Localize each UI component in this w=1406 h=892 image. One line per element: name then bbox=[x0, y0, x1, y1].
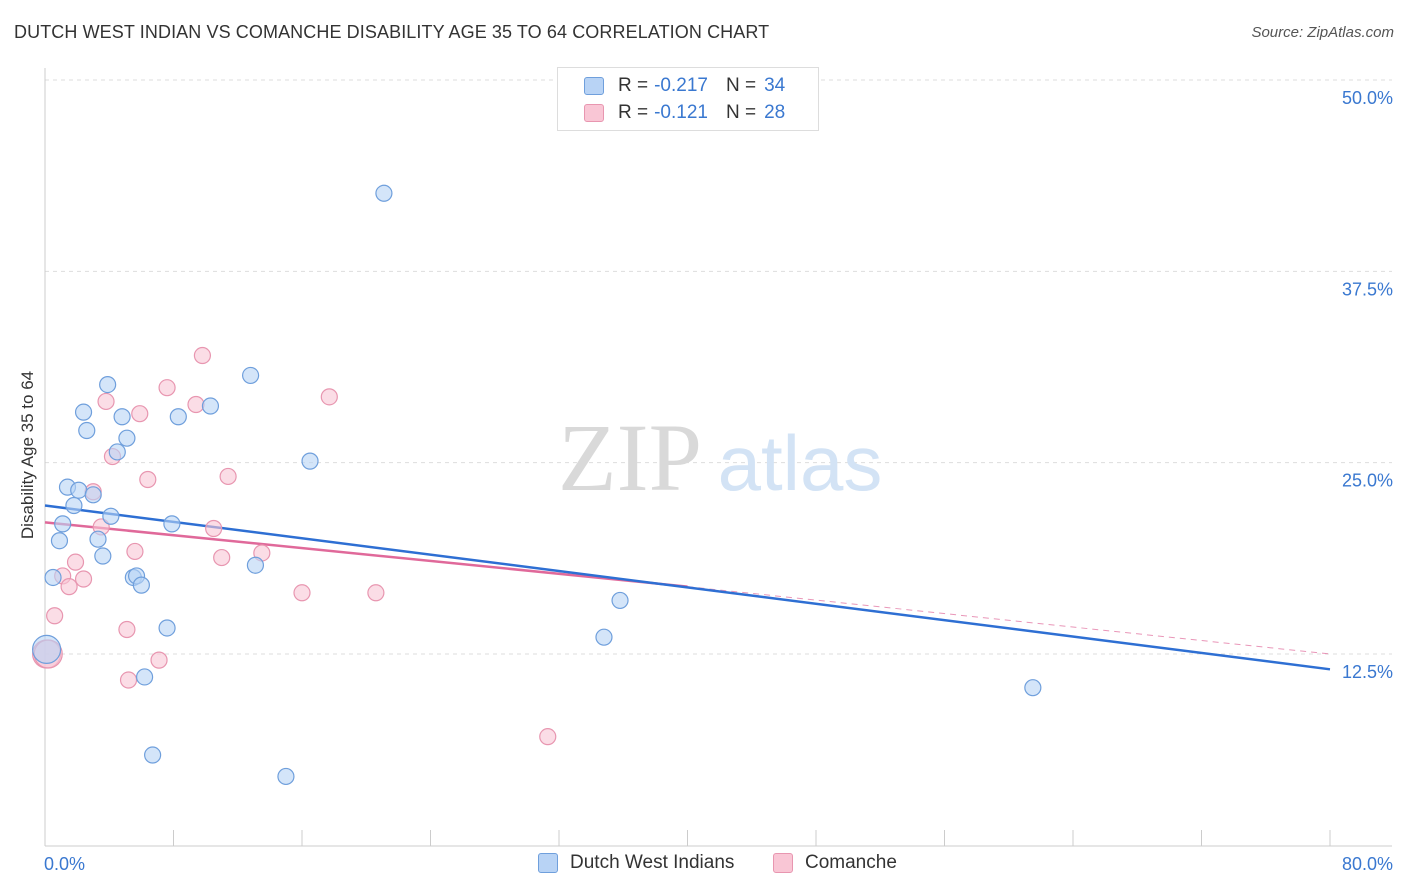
x-tick-label: 0.0% bbox=[44, 854, 85, 874]
legend-row-dutch-west-indians: R = -0.217 N = 34 bbox=[584, 73, 785, 99]
legend-swatch-pink bbox=[584, 104, 604, 122]
y-tick-label: 37.5% bbox=[1342, 279, 1393, 299]
dutch-west-indians-point bbox=[99, 376, 117, 394]
comanche-point bbox=[213, 548, 231, 567]
dutch-west-indians-point bbox=[32, 634, 62, 665]
dutch-west-indians-point bbox=[50, 532, 69, 550]
comanche-point bbox=[66, 553, 85, 571]
y-tick-label: 12.5% bbox=[1342, 662, 1393, 682]
comanche-point bbox=[60, 578, 78, 596]
comanche-point bbox=[97, 392, 115, 411]
comanche-point bbox=[539, 728, 557, 746]
comanche-point bbox=[46, 607, 64, 625]
bottom-legend-label: Dutch West Indians bbox=[570, 852, 735, 873]
dutch-west-indians-point bbox=[89, 530, 107, 548]
comanche-point bbox=[293, 584, 311, 602]
comanche-point bbox=[320, 388, 338, 406]
dutch-west-indians-point bbox=[277, 767, 295, 786]
dutch-west-indians-point bbox=[163, 515, 181, 533]
dutch-west-indians-trend-line bbox=[44, 504, 1331, 671]
dutch-west-indians-point bbox=[375, 184, 393, 202]
dutch-west-indians-point bbox=[54, 515, 72, 533]
chart-title: DUTCH WEST INDIAN VS COMANCHE DISABILITY… bbox=[14, 22, 770, 42]
bottom-legend-comanche: Comanche bbox=[773, 852, 897, 874]
source-label: Source: ZipAtlas.com bbox=[1251, 24, 1394, 41]
tick-labels: 12.5% 25.0% 37.5% 50.0% 0.0% 80.0% bbox=[44, 88, 1393, 874]
bottom-legend-dutch-west-indians: Dutch West Indians bbox=[538, 852, 734, 874]
dutch-west-indians-point bbox=[102, 507, 120, 525]
correlation-legend: R = -0.217 N = 34 R = -0.121 N = 28 bbox=[557, 67, 819, 131]
legend-n-value: 28 bbox=[764, 102, 786, 123]
dutch-west-indians-point bbox=[74, 403, 93, 421]
watermark-atlas: atlas bbox=[718, 419, 883, 507]
dutch-west-indians-point bbox=[78, 421, 96, 440]
dutch-west-indians-point bbox=[611, 591, 629, 610]
comanche-point bbox=[118, 620, 136, 639]
bottom-legend-label: Comanche bbox=[805, 852, 897, 873]
dutch-west-indians-point bbox=[94, 547, 112, 565]
dutch-west-indians-point bbox=[132, 576, 150, 594]
legend-n-label: N = bbox=[725, 75, 757, 96]
dutch-west-indians-point bbox=[595, 628, 613, 646]
dutch-west-indians-point bbox=[144, 746, 162, 764]
comanche-point bbox=[205, 519, 223, 538]
comanche-trend-line bbox=[44, 521, 688, 588]
x-tick-label: 80.0% bbox=[1342, 854, 1393, 874]
bottom-legend-swatch-blue bbox=[538, 853, 558, 873]
legend-swatch-blue bbox=[584, 77, 604, 95]
y-tick-label: 25.0% bbox=[1342, 471, 1393, 491]
dutch-west-indians-point bbox=[135, 668, 154, 686]
comanche-point bbox=[187, 395, 205, 414]
dutch-west-indians-point bbox=[65, 496, 83, 515]
data-points bbox=[32, 184, 1042, 786]
dutch-west-indians-point bbox=[158, 619, 176, 637]
legend-r-value: -0.217 bbox=[654, 75, 708, 96]
y-tick-label: 50.0% bbox=[1342, 88, 1393, 108]
comanche-point bbox=[158, 379, 176, 397]
watermark-zip: ZIP bbox=[558, 404, 702, 511]
comanche-trend-extension bbox=[687, 586, 1331, 655]
dutch-west-indians-point bbox=[108, 443, 126, 461]
legend-r-label: R = bbox=[618, 102, 649, 123]
dutch-west-indians-point bbox=[70, 481, 88, 499]
dutch-west-indians-point bbox=[301, 452, 319, 470]
dutch-west-indians-point bbox=[169, 408, 187, 426]
dutch-west-indians-point bbox=[246, 556, 265, 574]
comanche-point bbox=[150, 651, 168, 669]
dutch-west-indians-point bbox=[1024, 679, 1042, 697]
dutch-west-indians-point bbox=[118, 429, 136, 447]
comanche-point bbox=[367, 584, 385, 602]
dutch-west-indians-point bbox=[201, 397, 220, 415]
legend-r-value: -0.121 bbox=[654, 102, 708, 123]
gridlines bbox=[45, 79, 1392, 655]
comanche-point bbox=[74, 570, 93, 588]
comanche-point bbox=[119, 671, 138, 689]
comanche-point bbox=[131, 405, 149, 423]
comanche-point bbox=[219, 467, 237, 486]
dutch-west-indians-point bbox=[44, 568, 62, 587]
dutch-west-indians-point bbox=[84, 486, 102, 504]
legend-n-value: 34 bbox=[764, 75, 786, 96]
axes bbox=[44, 68, 1392, 847]
comanche-point bbox=[126, 542, 144, 561]
trend-lines bbox=[44, 504, 1331, 671]
legend-r-label: R = bbox=[618, 75, 649, 96]
dutch-west-indians-point bbox=[113, 408, 131, 426]
comanche-point bbox=[139, 470, 157, 489]
comanche-point bbox=[193, 346, 212, 365]
legend-n-label: N = bbox=[725, 102, 757, 123]
y-axis-label: Disability Age 35 to 64 bbox=[18, 370, 37, 540]
watermark: ZIP atlas bbox=[558, 404, 882, 511]
bottom-legend-swatch-pink bbox=[773, 853, 793, 873]
legend-row-comanche: R = -0.121 N = 28 bbox=[584, 100, 785, 126]
dutch-west-indians-point bbox=[242, 366, 260, 385]
